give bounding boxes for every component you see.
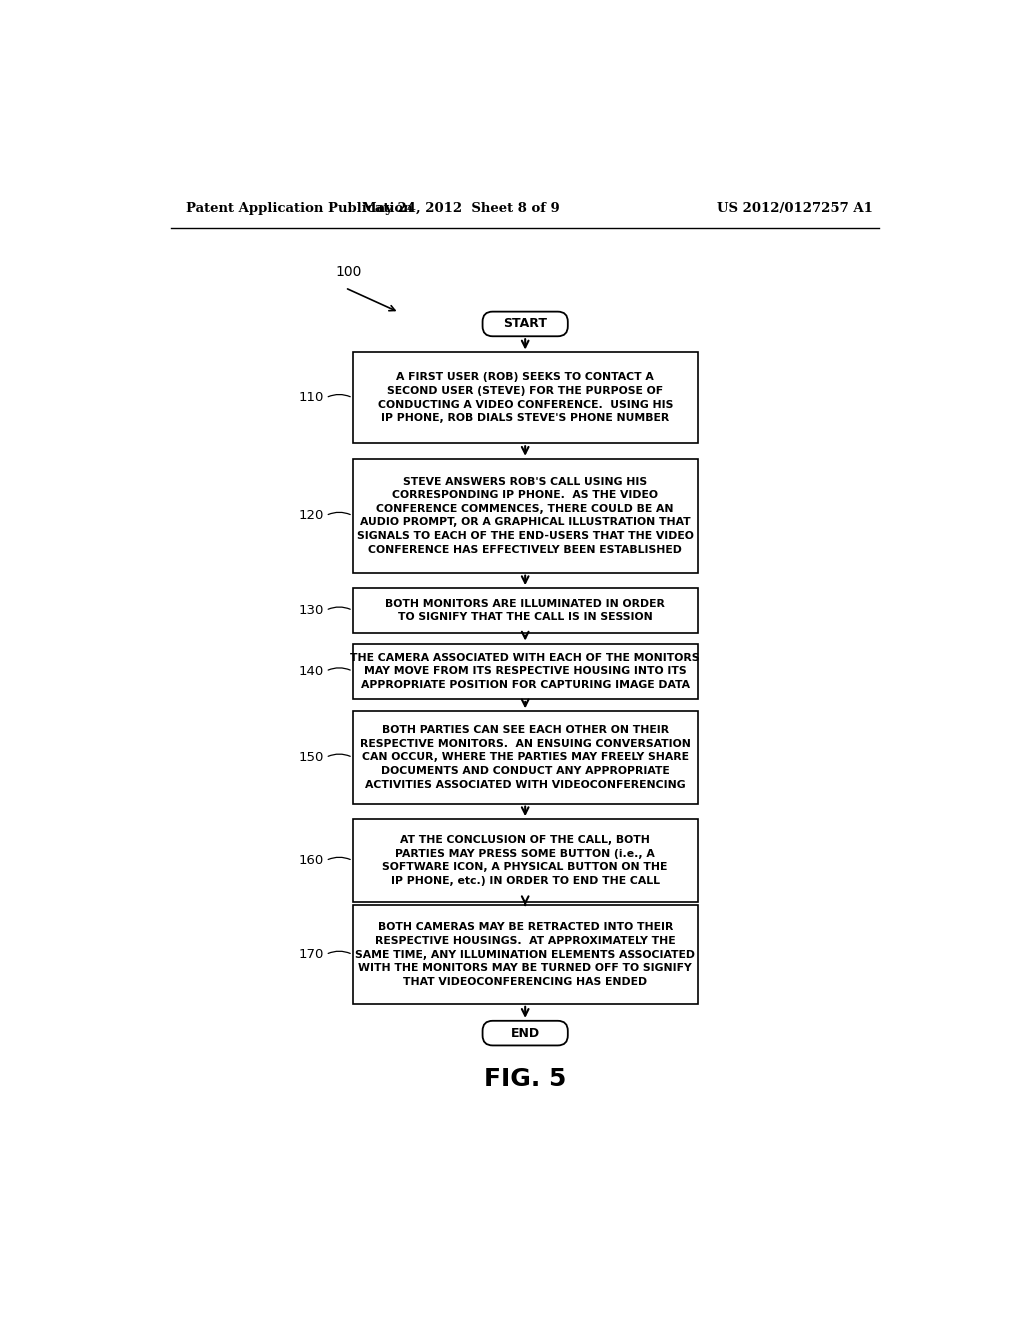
Text: 120: 120 bbox=[299, 510, 324, 523]
FancyBboxPatch shape bbox=[352, 711, 697, 804]
Text: 140: 140 bbox=[299, 665, 324, 677]
Text: BOTH PARTIES CAN SEE EACH OTHER ON THEIR
RESPECTIVE MONITORS.  AN ENSUING CONVER: BOTH PARTIES CAN SEE EACH OTHER ON THEIR… bbox=[359, 725, 690, 789]
Text: END: END bbox=[511, 1027, 540, 1040]
Text: 160: 160 bbox=[299, 854, 324, 867]
Text: BOTH CAMERAS MAY BE RETRACTED INTO THEIR
RESPECTIVE HOUSINGS.  AT APPROXIMATELY : BOTH CAMERAS MAY BE RETRACTED INTO THEIR… bbox=[355, 923, 695, 987]
FancyBboxPatch shape bbox=[352, 352, 697, 444]
Text: THE CAMERA ASSOCIATED WITH EACH OF THE MONITORS
MAY MOVE FROM ITS RESPECTIVE HOU: THE CAMERA ASSOCIATED WITH EACH OF THE M… bbox=[350, 652, 700, 690]
FancyBboxPatch shape bbox=[482, 1020, 568, 1045]
Text: Patent Application Publication: Patent Application Publication bbox=[186, 202, 413, 215]
FancyBboxPatch shape bbox=[352, 459, 697, 573]
FancyBboxPatch shape bbox=[352, 906, 697, 1003]
Text: US 2012/0127257 A1: US 2012/0127257 A1 bbox=[717, 202, 872, 215]
Text: 130: 130 bbox=[299, 603, 324, 616]
FancyBboxPatch shape bbox=[352, 818, 697, 903]
Text: AT THE CONCLUSION OF THE CALL, BOTH
PARTIES MAY PRESS SOME BUTTON (i.e., A
SOFTW: AT THE CONCLUSION OF THE CALL, BOTH PART… bbox=[383, 836, 668, 886]
FancyBboxPatch shape bbox=[352, 644, 697, 700]
FancyBboxPatch shape bbox=[482, 312, 568, 337]
Text: A FIRST USER (ROB) SEEKS TO CONTACT A
SECOND USER (STEVE) FOR THE PURPOSE OF
CON: A FIRST USER (ROB) SEEKS TO CONTACT A SE… bbox=[378, 372, 673, 424]
Text: 150: 150 bbox=[299, 751, 324, 764]
Text: 170: 170 bbox=[299, 948, 324, 961]
Text: BOTH MONITORS ARE ILLUMINATED IN ORDER
TO SIGNIFY THAT THE CALL IS IN SESSION: BOTH MONITORS ARE ILLUMINATED IN ORDER T… bbox=[385, 598, 666, 622]
Text: 110: 110 bbox=[299, 391, 324, 404]
Text: START: START bbox=[503, 317, 547, 330]
Text: FIG. 5: FIG. 5 bbox=[484, 1068, 566, 1092]
FancyBboxPatch shape bbox=[352, 589, 697, 632]
Text: STEVE ANSWERS ROB'S CALL USING HIS
CORRESPONDING IP PHONE.  AS THE VIDEO
CONFERE: STEVE ANSWERS ROB'S CALL USING HIS CORRE… bbox=[356, 477, 693, 554]
Text: 100: 100 bbox=[336, 265, 362, 280]
Text: May 24, 2012  Sheet 8 of 9: May 24, 2012 Sheet 8 of 9 bbox=[362, 202, 560, 215]
